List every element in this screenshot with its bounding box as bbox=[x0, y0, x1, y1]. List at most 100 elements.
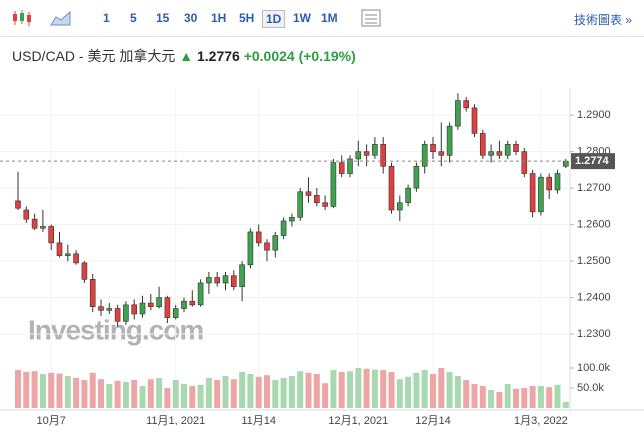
volume-bar bbox=[247, 374, 254, 408]
price: 1.2776 bbox=[196, 48, 240, 64]
candle-body bbox=[488, 151, 494, 156]
volume-bar bbox=[15, 370, 21, 408]
volume-bar bbox=[56, 373, 63, 408]
volume-bar bbox=[81, 380, 88, 408]
candle-body bbox=[15, 200, 21, 209]
candle-body bbox=[280, 220, 287, 236]
header: USD/CAD - 美元 加拿大元 ▲ 1.2776 +0.0024 (+0.1… bbox=[12, 46, 356, 66]
interval-button[interactable]: 1W bbox=[293, 11, 311, 25]
volume-bar bbox=[363, 368, 370, 408]
candle-body bbox=[388, 165, 395, 211]
volume-bar bbox=[454, 376, 461, 408]
volume-bar bbox=[347, 371, 353, 408]
volume-bar bbox=[264, 375, 270, 408]
volume-bar bbox=[471, 384, 478, 408]
candle-body bbox=[172, 308, 179, 318]
volume-bar bbox=[222, 376, 229, 408]
candle-body bbox=[123, 304, 129, 322]
last-price-label: 1.2774 bbox=[575, 155, 610, 167]
candle-body bbox=[322, 202, 328, 207]
volume-bar bbox=[172, 380, 179, 408]
volume-bar bbox=[73, 378, 80, 408]
volume-bar bbox=[529, 386, 536, 408]
volume-bar bbox=[98, 379, 104, 408]
y-tick-label: 1.2300 bbox=[577, 328, 611, 340]
area-icon[interactable] bbox=[50, 9, 72, 27]
candle-body bbox=[73, 253, 79, 264]
candle-body bbox=[31, 218, 38, 229]
candle-body bbox=[521, 151, 528, 174]
candle-body bbox=[538, 176, 544, 213]
volume-bar bbox=[413, 372, 420, 408]
volume-bar bbox=[89, 372, 96, 408]
toolbar: 1 5 15 30 1H 5H 1D 1W 1M 技術圖表 » bbox=[0, 0, 644, 37]
volume-bar bbox=[504, 384, 511, 408]
candle-icon[interactable] bbox=[10, 8, 34, 28]
volume-bar bbox=[131, 380, 138, 408]
candle-body bbox=[529, 173, 536, 213]
interval-button[interactable]: 1D bbox=[262, 10, 286, 28]
interval-button[interactable]: 1 bbox=[103, 11, 110, 25]
technical-link[interactable]: 技術圖表 » bbox=[573, 13, 632, 27]
y-tick-label: 1.2700 bbox=[577, 182, 611, 194]
candle-body bbox=[81, 262, 88, 280]
candle-body bbox=[372, 144, 378, 156]
x-tick-label: 12月14 bbox=[415, 415, 450, 427]
interval-button[interactable]: 5 bbox=[130, 11, 137, 25]
volume-bar bbox=[405, 376, 412, 408]
candle-body bbox=[114, 308, 121, 322]
volume-bar bbox=[355, 368, 362, 408]
volume-bar bbox=[239, 372, 246, 408]
candle-body bbox=[330, 162, 337, 207]
settings-icon[interactable] bbox=[360, 8, 382, 28]
volume-tick-label: 50.0k bbox=[577, 382, 604, 394]
volume-bar bbox=[479, 386, 486, 408]
candle-body bbox=[23, 209, 30, 220]
volume-bar bbox=[537, 386, 544, 408]
candle-body bbox=[189, 300, 196, 306]
interval-button[interactable]: 30 bbox=[184, 11, 198, 25]
candle-body bbox=[471, 107, 478, 134]
y-tick-label: 1.2600 bbox=[577, 219, 611, 231]
volume-bar bbox=[147, 379, 154, 408]
candle-body bbox=[255, 231, 262, 244]
candle-body bbox=[421, 144, 428, 167]
candle-body bbox=[239, 264, 245, 287]
volume-bar bbox=[496, 392, 503, 408]
candle-body bbox=[297, 191, 304, 218]
candle-body bbox=[247, 231, 254, 266]
interval-button[interactable]: 1M bbox=[321, 11, 338, 25]
volume-bar bbox=[48, 372, 55, 408]
technical-text[interactable]: 技術圖表 bbox=[573, 13, 622, 27]
candle-body bbox=[89, 279, 96, 307]
candle-body bbox=[98, 306, 104, 311]
candle-body bbox=[148, 302, 154, 307]
x-tick-label: 1月3, 2022 bbox=[514, 415, 568, 427]
candle-body bbox=[455, 100, 461, 127]
candle-body bbox=[396, 202, 403, 211]
candle-body bbox=[222, 275, 229, 284]
volume-bar bbox=[446, 372, 453, 408]
volume-bar bbox=[297, 371, 304, 408]
volume-bar bbox=[23, 372, 30, 408]
volume-bar bbox=[280, 378, 287, 408]
interval-button[interactable]: 15 bbox=[156, 11, 170, 25]
interval-button[interactable]: 5H bbox=[239, 11, 255, 25]
x-tick-label: 12月1, 2021 bbox=[328, 415, 388, 427]
volume-bar bbox=[164, 388, 171, 408]
volume-bar bbox=[106, 384, 113, 408]
volume-bar bbox=[322, 383, 329, 408]
candle-body bbox=[131, 304, 137, 315]
volume-bar bbox=[139, 386, 146, 408]
y-tick-label: 1.2400 bbox=[577, 291, 611, 303]
candle-body bbox=[231, 275, 237, 287]
change: +0.0024 bbox=[243, 48, 295, 64]
volume-bar bbox=[181, 384, 187, 408]
interval-button[interactable]: 1H bbox=[211, 11, 227, 25]
volume-bar bbox=[438, 368, 445, 408]
candle-body bbox=[139, 302, 146, 315]
candle-body bbox=[380, 144, 387, 167]
volume-bar bbox=[288, 376, 295, 408]
